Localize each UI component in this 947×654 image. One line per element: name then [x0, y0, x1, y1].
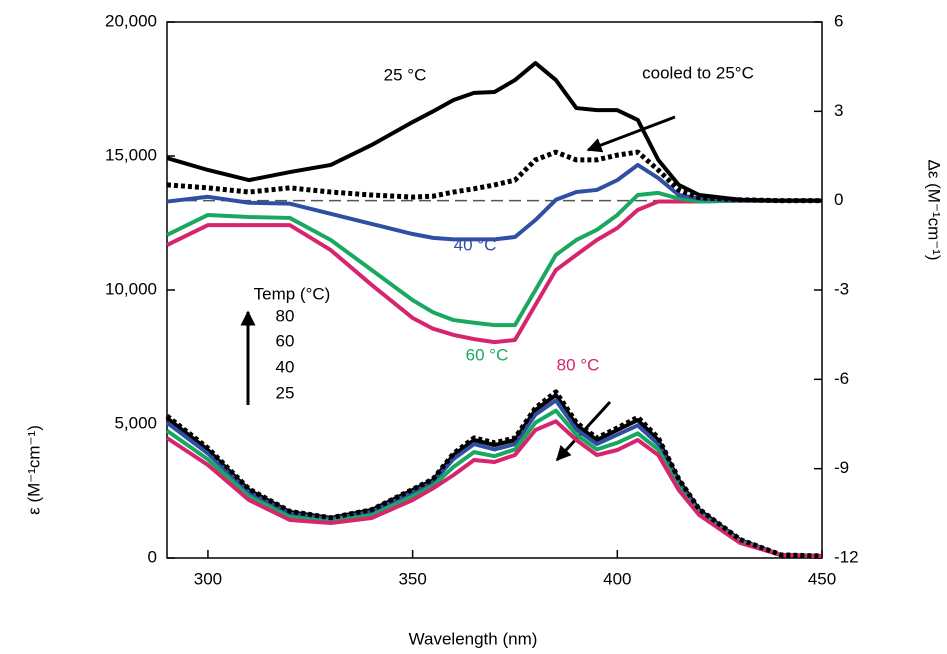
series-line — [166, 149, 822, 204]
series-line — [166, 61, 822, 203]
annotation: 60 — [276, 331, 295, 350]
x-tick-label: 350 — [398, 569, 426, 588]
series-line — [166, 190, 822, 328]
annotation: 40 — [276, 357, 295, 376]
y2-tick-label: 6 — [834, 11, 843, 30]
y2-tick-label: -6 — [834, 369, 849, 388]
annotation: 25 °C — [384, 65, 427, 84]
y-tick-label: 15,000 — [105, 145, 157, 164]
y-tick-label: 5,000 — [114, 413, 157, 432]
annotation: 60 °C — [466, 345, 509, 364]
series-line — [165, 419, 823, 558]
y2-tick-label: 3 — [834, 101, 843, 120]
annotation: 80 °C — [557, 355, 600, 374]
annotation: cooled to 25°C — [642, 63, 754, 82]
y-tick-label: 0 — [148, 547, 157, 566]
y2-axis-title: Δε (M⁻¹cm⁻¹) — [925, 159, 944, 260]
cooled-arrow — [586, 115, 676, 153]
x-axis-title: Wavelength (nm) — [409, 629, 538, 648]
x-tick-label: 450 — [808, 569, 836, 588]
series-line — [165, 389, 823, 559]
y2-tick-label: -3 — [834, 279, 849, 298]
y2-tick-label: -9 — [834, 458, 849, 477]
annotation: Temp (°C) — [254, 284, 331, 303]
y2-tick-label: -12 — [834, 547, 859, 566]
annotation: 25 — [276, 383, 295, 402]
x-tick-label: 300 — [194, 569, 222, 588]
annotation: 40 °C — [454, 235, 497, 254]
series-line — [166, 198, 822, 345]
series-line — [166, 162, 822, 242]
y-tick-label: 20,000 — [105, 11, 157, 30]
x-tick-label: 400 — [603, 569, 631, 588]
annotation: 80 — [276, 306, 295, 325]
y-axis-title: ε (M⁻¹cm⁻¹) — [24, 425, 43, 515]
y-tick-label: 10,000 — [105, 279, 157, 298]
y2-tick-label: 0 — [834, 190, 843, 209]
